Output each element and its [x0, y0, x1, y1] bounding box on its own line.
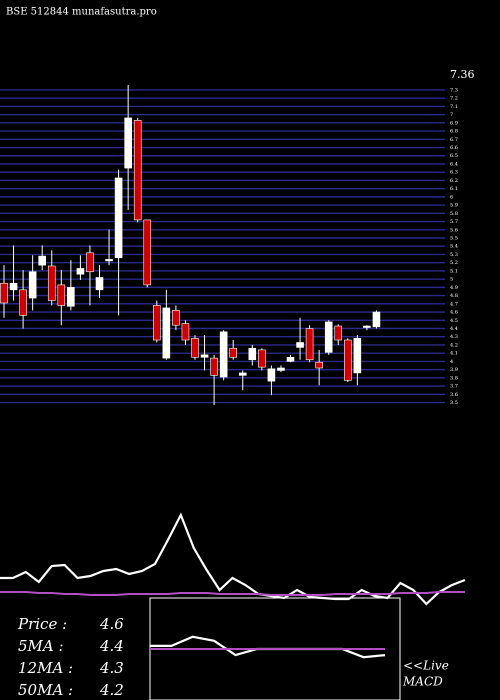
y-tick-label: 6.1 — [450, 186, 458, 192]
y-tick-label: 6 — [450, 194, 453, 200]
y-tick-label: 5.5 — [450, 236, 458, 242]
y-tick-label: 5.7 — [450, 219, 458, 225]
chart-title: BSE 512844 munafasutra.pro — [6, 7, 157, 18]
candle-body — [172, 310, 180, 326]
candle-body — [200, 354, 209, 358]
y-tick-label: 6.2 — [450, 178, 458, 184]
candle-body — [124, 117, 132, 169]
y-tick-label: 6.6 — [450, 145, 458, 151]
candle-body — [267, 368, 276, 382]
candle-body — [9, 282, 18, 291]
candle-body — [324, 321, 333, 353]
candle-body — [114, 177, 123, 259]
y-tick-label: 5.3 — [450, 252, 458, 258]
candle-body — [38, 255, 47, 266]
y-tick-label: 3.9 — [450, 367, 458, 373]
y-tick-label: 5.6 — [450, 227, 458, 233]
candle-body — [343, 339, 352, 381]
candle-body — [210, 357, 218, 376]
stat-label: Price : — [17, 615, 67, 633]
macd-label: MACD — [402, 675, 443, 689]
candle-body — [286, 356, 295, 362]
y-tick-label: 6.4 — [450, 161, 458, 167]
candle-body — [0, 282, 8, 304]
candle-body — [363, 325, 371, 328]
y-tick-label: 5.8 — [450, 211, 458, 217]
y-tick-label: 4.9 — [450, 285, 458, 291]
candle-body — [191, 338, 199, 358]
y-tick-label: 4 — [450, 359, 453, 365]
y-tick-label: 6.5 — [450, 153, 458, 159]
candle-body — [133, 120, 142, 221]
y-tick-label: 4.5 — [450, 318, 458, 324]
candle-body — [277, 367, 285, 371]
stat-label: 50MA : — [18, 681, 73, 699]
candle-body — [67, 287, 75, 307]
candle-body — [95, 277, 104, 291]
stat-value: 4.3 — [99, 659, 124, 677]
candle-body — [143, 219, 152, 286]
y-tick-label: 7.1 — [450, 104, 458, 110]
candle-body — [19, 289, 27, 316]
y-tick-label: 4.4 — [450, 326, 458, 332]
stat-value: 4.2 — [99, 681, 124, 699]
y-tick-label: 4.7 — [450, 301, 458, 307]
candle-body — [296, 342, 304, 348]
y-tick-label: 4.6 — [450, 310, 458, 316]
y-tick-label: 4.2 — [450, 342, 458, 348]
price-label: 7.36 — [450, 68, 475, 81]
stat-value: 4.6 — [99, 615, 124, 633]
y-tick-label: 6.9 — [450, 120, 458, 126]
y-tick-label: 3.8 — [450, 375, 458, 381]
series-line — [0, 512, 466, 606]
y-tick-label: 5.9 — [450, 203, 458, 209]
series-line — [150, 635, 386, 659]
candle-body — [219, 331, 228, 378]
y-tick-label: 7 — [450, 112, 453, 118]
macd-label: <<Live — [403, 659, 449, 673]
candle-body — [248, 347, 257, 361]
candle-body — [372, 311, 381, 328]
stat-label: 12MA : — [18, 659, 73, 677]
y-tick-label: 5.4 — [450, 244, 458, 250]
candle-body — [47, 265, 56, 301]
candle-body — [229, 347, 237, 358]
y-tick-label: 4.3 — [450, 334, 458, 340]
candle-body — [57, 284, 66, 306]
candle-body — [162, 307, 171, 359]
series-line — [0, 591, 465, 596]
y-tick-label: 6.8 — [450, 129, 458, 135]
candle-body — [28, 271, 37, 299]
candle-body — [86, 252, 94, 273]
y-tick-label: 3.7 — [450, 384, 458, 390]
stat-label: 5MA : — [18, 637, 64, 655]
candle-body — [181, 323, 190, 341]
y-tick-label: 6.3 — [450, 170, 458, 176]
y-tick-label: 5.1 — [450, 268, 458, 274]
candle-body — [153, 305, 161, 341]
y-tick-label: 7.2 — [450, 96, 458, 102]
y-tick-label: 6.7 — [450, 137, 458, 143]
y-tick-label: 5 — [450, 277, 453, 283]
y-tick-label: 7.3 — [450, 87, 458, 93]
candle-body — [315, 361, 323, 369]
candle-body — [238, 372, 247, 376]
y-tick-label: 3.5 — [450, 400, 458, 406]
candle-body — [105, 259, 113, 262]
candle-body — [305, 328, 314, 361]
y-tick-label: 4.1 — [450, 351, 458, 357]
candle-body — [334, 325, 343, 341]
y-tick-label: 5.2 — [450, 260, 458, 266]
stat-value: 4.4 — [99, 637, 124, 655]
candle-body — [353, 338, 362, 374]
candle-body — [76, 268, 85, 275]
candle-body — [258, 349, 266, 368]
y-tick-label: 3.6 — [450, 392, 458, 398]
y-tick-label: 4.8 — [450, 293, 458, 299]
